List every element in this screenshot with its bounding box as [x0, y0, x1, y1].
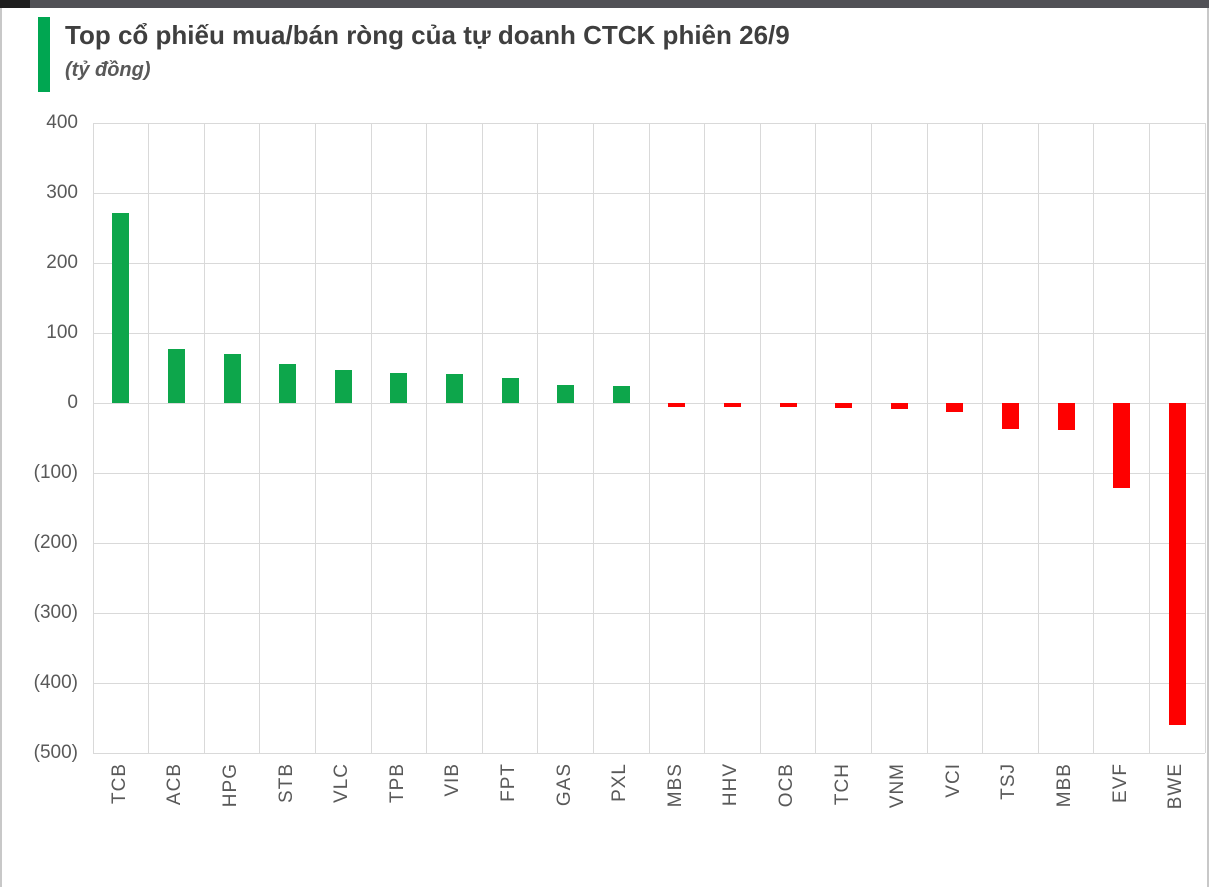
bar-VNM — [890, 403, 908, 409]
vertical-gridline — [926, 123, 928, 753]
vertical-gridline — [1204, 123, 1206, 753]
bar-STB — [279, 363, 297, 403]
bar-PXL — [612, 386, 630, 403]
vertical-gridline — [148, 123, 150, 753]
x-tick-label-VNM: VNM — [887, 763, 909, 809]
vertical-gridline — [481, 123, 483, 753]
vertical-gridline — [314, 123, 316, 753]
bar-TPB — [390, 372, 408, 403]
vertical-gridline — [815, 123, 817, 753]
x-tick-label-TCB: TCB — [108, 763, 130, 804]
x-tick-label-HHV: HHV — [720, 763, 742, 807]
vertical-gridline — [870, 123, 872, 753]
chart-title: Top cổ phiếu mua/bán ròng của tự doanh C… — [65, 20, 790, 50]
vertical-gridline — [1148, 123, 1150, 753]
x-tick-label-VCI: VCI — [942, 763, 964, 798]
vertical-gridline — [426, 123, 428, 753]
vertical-gridline — [370, 123, 372, 753]
vertical-gridline — [759, 123, 761, 753]
x-tick-label-GAS: GAS — [553, 763, 575, 807]
bar-MBS — [668, 403, 686, 407]
x-tick-label-TCH: TCH — [831, 763, 853, 806]
y-tick-label: 100 — [46, 322, 78, 343]
vertical-gridline — [982, 123, 984, 753]
bar-TCH — [835, 403, 853, 408]
vertical-gridline — [259, 123, 261, 753]
x-tick-label-FPT: FPT — [498, 763, 519, 802]
vertical-gridline — [648, 123, 650, 753]
vertical-gridline — [1037, 123, 1039, 753]
bar-ACB — [167, 349, 185, 403]
y-tick-label: (400) — [33, 672, 78, 693]
y-tick-label: 200 — [46, 252, 78, 273]
bar-VCI — [946, 403, 964, 413]
bar-BWE — [1168, 403, 1186, 725]
y-tick-label: 400 — [46, 112, 78, 133]
x-tick-label-PXL: PXL — [609, 763, 631, 802]
bar-EVF — [1113, 403, 1131, 488]
x-tick-label-MBS: MBS — [664, 763, 686, 808]
bar-TSJ — [1001, 403, 1019, 429]
y-tick-label: 300 — [46, 182, 78, 203]
vertical-gridline — [537, 123, 539, 753]
x-tick-label-TSJ: TSJ — [998, 763, 1020, 800]
left-edge-border — [0, 8, 2, 887]
x-tick-label-MBB: MBB — [1054, 763, 1075, 808]
vertical-gridline — [203, 123, 205, 753]
y-tick-label: 0 — [67, 392, 78, 413]
bar-OCB — [779, 403, 797, 408]
bar-HHV — [723, 403, 741, 407]
right-edge-border — [1207, 8, 1209, 887]
vertical-gridline — [1093, 123, 1095, 753]
x-tick-label-TPB: TPB — [386, 763, 408, 803]
top-edge-strip-dark-segment — [0, 0, 30, 8]
y-tick-label: (300) — [33, 602, 78, 623]
y-tick-label: (100) — [33, 462, 78, 483]
x-tick-label-ACB: ACB — [164, 763, 186, 806]
chart-subtitle: (tỷ đồng) — [65, 59, 151, 81]
x-tick-label-OCB: OCB — [776, 763, 797, 808]
bar-FPT — [501, 377, 519, 403]
top-edge-strip — [0, 0, 1209, 8]
bar-TCB — [112, 213, 130, 403]
bar-HPG — [223, 354, 241, 403]
x-tick-label-EVF: EVF — [1109, 763, 1131, 803]
bar-VLC — [334, 370, 352, 403]
bar-VIB — [445, 373, 463, 403]
vertical-gridline — [92, 123, 94, 753]
vertical-gridline — [592, 123, 594, 753]
x-tick-label-VLC: VLC — [331, 763, 353, 803]
bar-MBB — [1057, 403, 1075, 430]
y-tick-label: (200) — [33, 532, 78, 553]
x-tick-label-HPG: HPG — [220, 763, 241, 808]
x-tick-label-BWE: BWE — [1165, 763, 1187, 810]
y-tick-label: (500) — [33, 742, 78, 763]
x-tick-label-VIB: VIB — [442, 763, 464, 797]
horizontal-gridline — [93, 752, 1205, 754]
x-tick-label-STB: STB — [275, 763, 297, 803]
title-accent-bar — [38, 17, 50, 92]
bar-GAS — [557, 384, 575, 403]
vertical-gridline — [704, 123, 706, 753]
